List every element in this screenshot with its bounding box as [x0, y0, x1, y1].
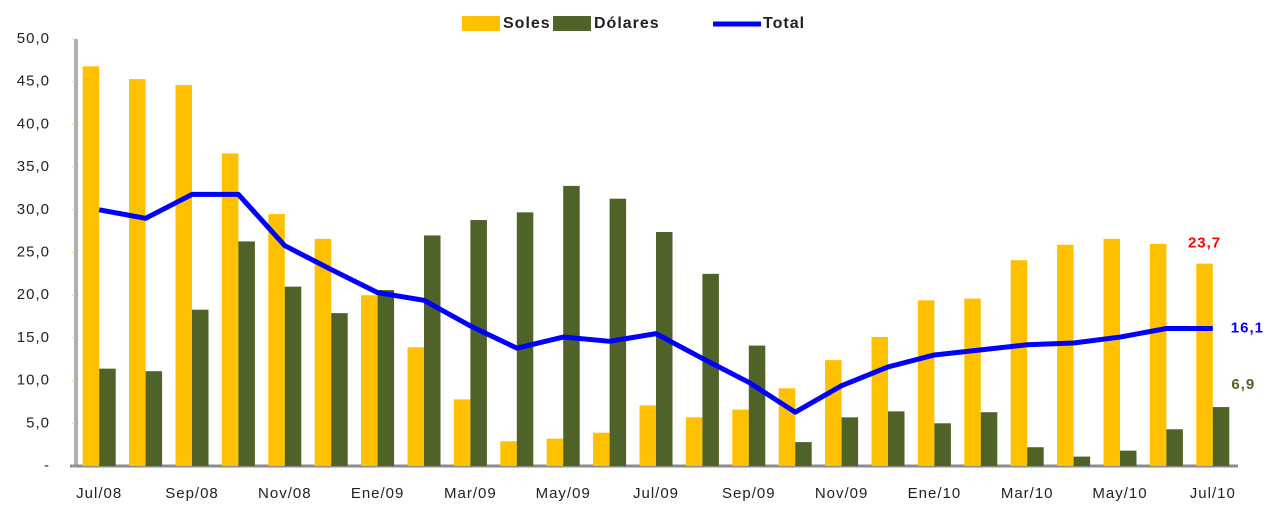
bar — [1027, 447, 1044, 466]
bar — [685, 417, 703, 466]
bar — [500, 441, 517, 466]
legend-swatch — [462, 16, 500, 31]
bar — [453, 399, 471, 466]
bar — [331, 313, 348, 466]
y-tick-label: 40,0 — [17, 115, 50, 132]
x-tick-label: May/09 — [536, 485, 591, 502]
bar — [748, 345, 766, 466]
bar — [980, 412, 998, 466]
bar — [175, 85, 192, 466]
bar — [563, 185, 580, 466]
bar — [314, 238, 332, 466]
bar — [268, 214, 285, 466]
x-tick-label: Ene/09 — [351, 485, 405, 502]
bar — [825, 360, 842, 466]
bar — [470, 220, 487, 466]
y-tick-label: 20,0 — [17, 286, 50, 303]
bar — [238, 241, 255, 466]
bar — [82, 66, 100, 466]
bar — [1057, 244, 1074, 466]
y-tick-label: 45,0 — [17, 73, 50, 90]
x-tick-label: Nov/08 — [258, 485, 312, 502]
y-tick-label: 5,0 — [26, 414, 50, 431]
bar — [1010, 260, 1028, 466]
y-tick-label: 50,0 — [17, 30, 50, 47]
bar — [1196, 263, 1213, 466]
value-label: 16,1 — [1231, 319, 1264, 336]
bar — [99, 368, 116, 466]
x-tick-label: Mar/10 — [1001, 485, 1054, 502]
x-tick-label: Sep/09 — [722, 485, 776, 502]
bar — [129, 79, 146, 466]
x-tick-label: Ene/10 — [908, 485, 962, 502]
x-tick-label: Jul/09 — [633, 485, 679, 502]
bar — [934, 423, 951, 466]
bar — [407, 347, 424, 466]
value-label: 23,7 — [1188, 235, 1221, 252]
bar — [917, 300, 935, 466]
bar — [609, 198, 627, 466]
y-tick-label: - — [44, 457, 50, 474]
x-tick-label: Jul/08 — [76, 485, 122, 502]
y-tick-label: 35,0 — [17, 158, 50, 175]
bar — [841, 417, 859, 466]
legend-text: Soles — [503, 15, 551, 32]
bar — [778, 388, 796, 466]
bar — [424, 235, 441, 466]
bar — [145, 371, 163, 466]
bar — [1103, 238, 1120, 466]
bar — [732, 409, 749, 466]
x-tick-label: Sep/08 — [165, 485, 219, 502]
line — [98, 191, 1213, 415]
bar — [192, 309, 209, 466]
bar — [888, 411, 905, 466]
y-tick-label: 30,0 — [17, 201, 50, 218]
bar — [1212, 407, 1230, 466]
bar — [361, 295, 378, 466]
legend-text: Dólares — [594, 15, 660, 32]
y-tick-label: 10,0 — [17, 372, 50, 389]
bar — [795, 442, 812, 466]
bar — [284, 286, 302, 466]
bar — [1166, 429, 1183, 466]
bar — [656, 232, 673, 466]
bar — [1120, 450, 1137, 466]
bar — [221, 153, 239, 466]
bar — [516, 212, 534, 466]
bar — [1073, 456, 1091, 466]
bar — [1149, 243, 1167, 466]
bar — [702, 273, 719, 466]
x-tick-label: May/10 — [1092, 485, 1147, 502]
x-tick-label: Jul/10 — [1190, 485, 1236, 502]
x-tick-label: Nov/09 — [815, 485, 869, 502]
bar — [593, 432, 610, 466]
value-label: 6,9 — [1231, 376, 1255, 393]
legend-text: Total — [763, 15, 805, 32]
bar — [871, 337, 888, 466]
bar — [964, 298, 981, 466]
x-tick-label: Mar/09 — [444, 485, 497, 502]
y-tick-label: 15,0 — [17, 329, 50, 346]
bar — [377, 290, 395, 466]
y-tick-label: 25,0 — [17, 243, 50, 260]
legend-swatch — [553, 16, 591, 31]
bar — [546, 438, 564, 466]
bar — [639, 405, 656, 466]
